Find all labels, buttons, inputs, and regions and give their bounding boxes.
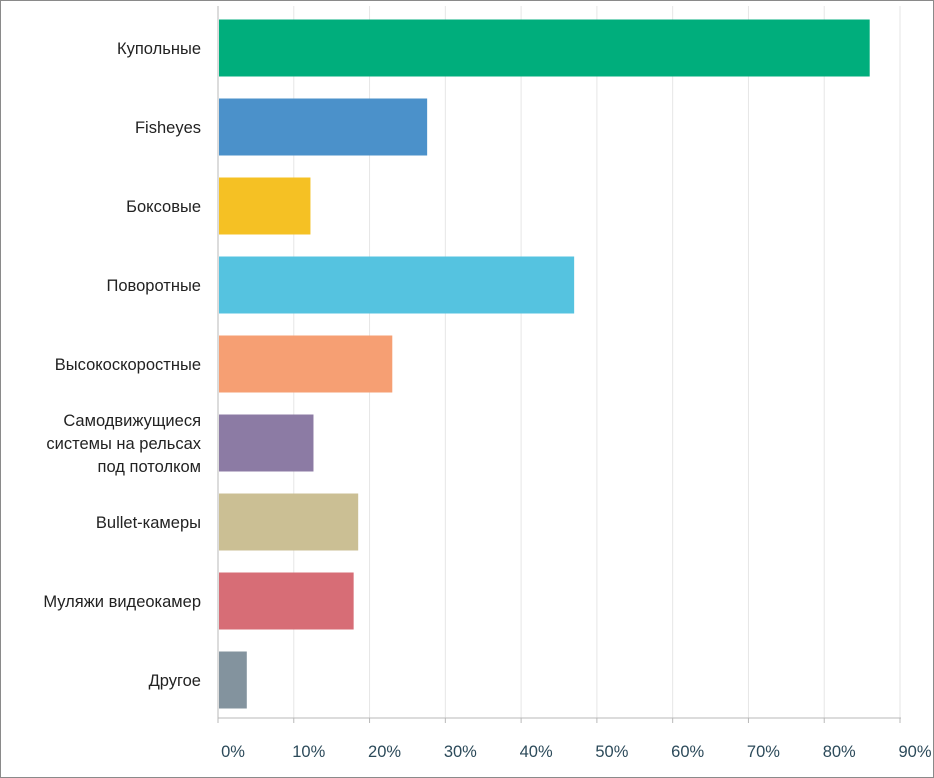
x-tick-label: 50% [595, 743, 628, 761]
category-label: Поворотные [107, 277, 202, 295]
bar [219, 19, 870, 77]
x-tick-labels: 0% 10% 20% 30% 40% 50% 60% 70% 80% 90% [221, 743, 932, 761]
x-tick-label: 30% [444, 743, 477, 761]
category-label: Fisheyes [135, 119, 201, 137]
bar [219, 256, 575, 314]
x-tick-label: 40% [520, 743, 553, 761]
bar [219, 572, 354, 630]
x-tick-label: 10% [292, 743, 325, 761]
category-label: Bullet-камеры [96, 514, 201, 532]
x-tick-label: 20% [368, 743, 401, 761]
bar [219, 335, 393, 393]
x-tick-label: 0% [221, 743, 245, 761]
x-tick-label: 70% [747, 743, 780, 761]
x-tick-label: 80% [823, 743, 856, 761]
bar [219, 414, 314, 472]
category-label: Купольные [117, 40, 201, 58]
category-label: Муляжи видеокамер [43, 593, 201, 611]
category-label: Самодвижущиеся системы на рельсах под пото… [46, 412, 201, 476]
category-label: Высокоскоростные [55, 356, 201, 374]
x-tick-label: 60% [671, 743, 704, 761]
category-label: Другое [149, 672, 201, 690]
bar [219, 177, 311, 235]
x-tick-label: 90% [898, 743, 931, 761]
bar [219, 98, 428, 156]
category-labels: Купольные Fisheyes Боксовые Поворотные Высок… [43, 40, 201, 690]
category-label: Боксовые [126, 198, 201, 216]
bar [219, 493, 359, 551]
axes [217, 6, 901, 723]
bars [219, 19, 870, 709]
bar [219, 651, 247, 709]
